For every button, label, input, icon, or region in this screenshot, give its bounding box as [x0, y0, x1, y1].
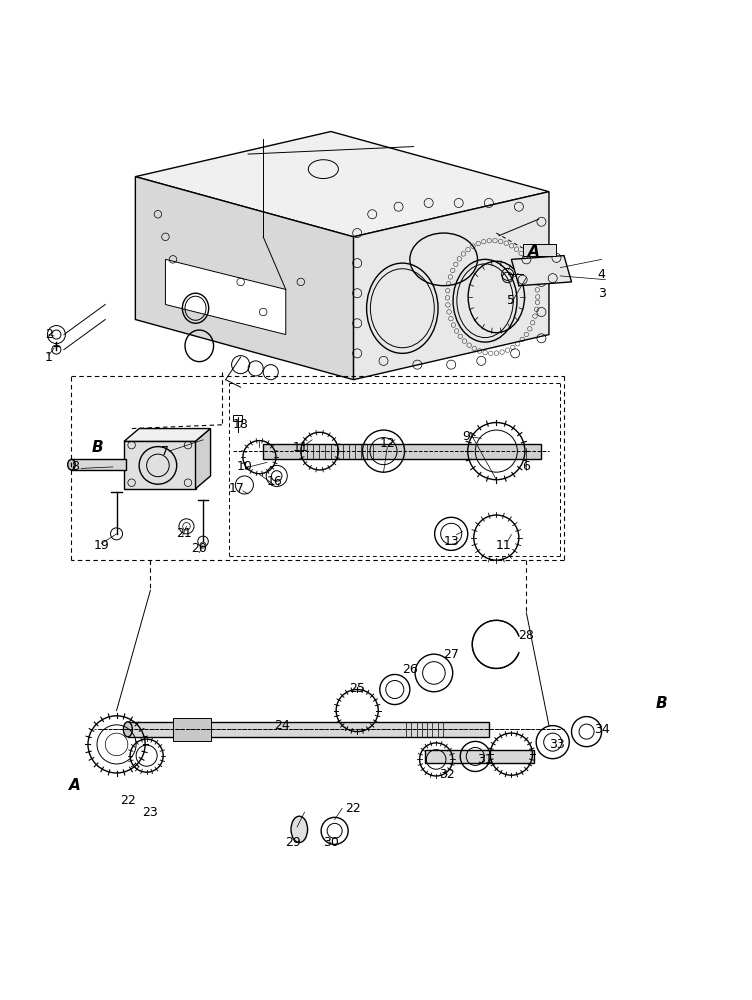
- Text: 21: 21: [177, 527, 192, 540]
- Text: 33: 33: [549, 738, 564, 751]
- Polygon shape: [124, 441, 196, 489]
- Text: 3: 3: [598, 287, 605, 300]
- Polygon shape: [165, 259, 286, 335]
- Text: A: A: [69, 778, 81, 793]
- Polygon shape: [263, 444, 541, 459]
- Text: 11: 11: [496, 539, 511, 552]
- Text: 18: 18: [232, 418, 249, 431]
- Text: 34: 34: [594, 723, 609, 736]
- Ellipse shape: [68, 459, 75, 470]
- Text: 6: 6: [523, 460, 530, 473]
- Text: 22: 22: [346, 802, 361, 815]
- Polygon shape: [135, 177, 353, 380]
- Text: 27: 27: [443, 648, 459, 661]
- Text: 8: 8: [71, 460, 79, 473]
- Polygon shape: [196, 429, 211, 489]
- Text: 32: 32: [440, 768, 455, 781]
- Text: B: B: [92, 440, 104, 455]
- Text: 29: 29: [286, 836, 301, 849]
- Text: 16: 16: [267, 475, 282, 488]
- Text: 2: 2: [45, 328, 53, 341]
- Text: B: B: [656, 696, 668, 711]
- Text: 23: 23: [143, 806, 158, 819]
- Text: 19: 19: [94, 539, 109, 552]
- Text: A: A: [528, 244, 540, 259]
- Text: 10: 10: [236, 460, 253, 473]
- Text: 11: 11: [293, 441, 308, 454]
- Bar: [71, 459, 126, 470]
- Text: 28: 28: [518, 629, 535, 642]
- Bar: [233, 415, 242, 421]
- Text: 1: 1: [45, 351, 53, 364]
- Text: 24: 24: [274, 719, 290, 732]
- Polygon shape: [124, 429, 211, 441]
- Text: 20: 20: [191, 542, 208, 555]
- Polygon shape: [511, 256, 572, 286]
- Text: 13: 13: [444, 535, 459, 548]
- Text: 4: 4: [598, 268, 605, 281]
- Text: 25: 25: [349, 682, 365, 694]
- Polygon shape: [425, 750, 534, 763]
- Text: 5: 5: [508, 294, 515, 307]
- Text: 22: 22: [120, 794, 135, 807]
- Bar: [523, 244, 556, 256]
- Polygon shape: [128, 722, 489, 737]
- Text: 26: 26: [402, 663, 417, 676]
- Polygon shape: [135, 132, 549, 237]
- Text: 31: 31: [478, 753, 493, 766]
- Ellipse shape: [291, 816, 308, 843]
- Text: 7: 7: [162, 445, 169, 458]
- Text: 9: 9: [462, 430, 470, 443]
- Text: 17: 17: [229, 482, 245, 495]
- Polygon shape: [173, 718, 211, 741]
- Polygon shape: [353, 192, 549, 380]
- Text: 30: 30: [323, 836, 339, 849]
- Ellipse shape: [123, 722, 132, 737]
- Text: 12: 12: [380, 437, 395, 450]
